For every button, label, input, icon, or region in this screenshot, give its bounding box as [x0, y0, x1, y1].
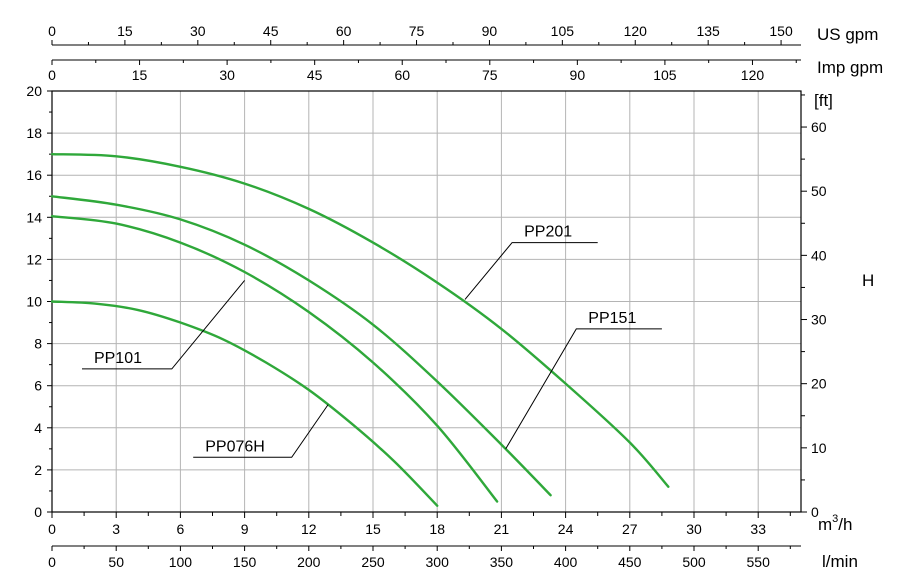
x-usgpm-tick-label: 105 — [551, 23, 575, 39]
curves-layer — [50, 153, 670, 507]
x-usgpm-tick-label: 15 — [117, 23, 133, 39]
x-lmin-tick-label: 100 — [169, 554, 193, 570]
y-right-tick-label: 20 — [811, 376, 827, 392]
x-usgpm-tick-label: 0 — [48, 23, 56, 39]
x-usgpm-tick-label: 90 — [482, 23, 498, 39]
callout-leader-pp076h — [193, 404, 329, 458]
x-m3h-tick-label: 0 — [48, 521, 56, 537]
x-impgpm-tick-label: 120 — [741, 67, 765, 83]
x-lmin-tick-label: 350 — [490, 554, 514, 570]
x-m3h-tick-label: 12 — [301, 521, 317, 537]
series-line-pp076h — [50, 300, 439, 507]
x-lmin-tick-label: 400 — [554, 554, 578, 570]
x-usgpm-tick-label: 30 — [190, 23, 206, 39]
x-impgpm-tick-label: 75 — [482, 67, 498, 83]
feet-unit-label: [ft] — [814, 91, 833, 110]
series-label-pp201: PP201 — [524, 224, 572, 241]
x-m3h-tick-label: 3 — [112, 521, 120, 537]
x-usgpm-tick-label: 60 — [336, 23, 352, 39]
x-impgpm-tick-label: 30 — [219, 67, 235, 83]
head-axis-title: H — [862, 271, 874, 290]
series-label-pp101: PP101 — [94, 350, 142, 367]
y-left-tick-label: 20 — [26, 83, 42, 99]
m3h-unit-tail: /h — [838, 515, 852, 534]
x-lmin-tick-label: 550 — [747, 554, 771, 570]
m3h-unit-base: m — [818, 515, 832, 534]
x-usgpm-tick-label: 150 — [769, 23, 793, 39]
y-left-tick-label: 16 — [26, 167, 42, 183]
x-m3h-tick-label: 15 — [365, 521, 381, 537]
x-lmin-tick-label: 50 — [108, 554, 124, 570]
y-left-tick-label: 12 — [26, 251, 42, 267]
m3h-unit-label: m3/h — [818, 513, 852, 534]
x-lmin-tick-label: 0 — [48, 554, 56, 570]
x-lmin-tick-label: 300 — [426, 554, 450, 570]
x-impgpm-tick-label: 90 — [570, 67, 586, 83]
series-line-pp201 — [50, 153, 670, 488]
us-gpm-unit-label: US gpm — [817, 25, 878, 44]
y-left-tick-label: 18 — [26, 125, 42, 141]
y-right-tick-label: 50 — [811, 183, 827, 199]
imp-gpm-unit-label: Imp gpm — [817, 58, 883, 77]
x-usgpm-tick-label: 135 — [696, 23, 720, 39]
x-m3h-tick-label: 6 — [177, 521, 185, 537]
x-m3h-tick-label: 9 — [241, 521, 249, 537]
y-right-tick-label: 60 — [811, 119, 827, 135]
grid-layer — [52, 91, 801, 512]
x-usgpm-tick-label: 75 — [409, 23, 425, 39]
lmin-unit-label: l/min — [822, 552, 858, 571]
y-left-tick-label: 14 — [26, 209, 42, 225]
x-impgpm-tick-label: 15 — [132, 67, 148, 83]
x-usgpm-tick-label: 45 — [263, 23, 279, 39]
x-lmin-tick-label: 450 — [618, 554, 642, 570]
callout-leader-pp201 — [464, 242, 598, 300]
y-left-tick-label: 2 — [34, 462, 42, 478]
callout-leader-pp101 — [82, 280, 245, 370]
y-right-tick-label: 10 — [811, 440, 827, 456]
y-right-tick-label: 40 — [811, 247, 827, 263]
y-left-tick-label: 4 — [34, 420, 42, 436]
y-left-tick-label: 6 — [34, 378, 42, 394]
y-right-tick-label: 0 — [811, 504, 819, 520]
x-m3h-tick-label: 33 — [750, 521, 766, 537]
x-impgpm-tick-label: 45 — [307, 67, 323, 83]
series-label-pp151: PP151 — [588, 310, 636, 327]
x-m3h-tick-label: 30 — [686, 521, 702, 537]
x-m3h-tick-label: 18 — [429, 521, 445, 537]
y-left-tick-label: 0 — [34, 504, 42, 520]
series-line-pp101 — [50, 215, 499, 503]
y-right-tick-label: 30 — [811, 312, 827, 328]
x-m3h-tick-label: 27 — [622, 521, 638, 537]
x-lmin-tick-label: 500 — [682, 554, 706, 570]
y-left-tick-label: 10 — [26, 294, 42, 310]
m3h-unit-exponent: 3 — [832, 513, 838, 525]
callout-leader-pp151 — [505, 328, 662, 450]
series-line-pp151 — [50, 195, 552, 497]
x-lmin-tick-label: 150 — [233, 554, 257, 570]
x-impgpm-tick-label: 60 — [394, 67, 410, 83]
x-m3h-tick-label: 21 — [494, 521, 510, 537]
x-usgpm-tick-label: 120 — [624, 23, 648, 39]
x-impgpm-tick-label: 0 — [48, 67, 56, 83]
x-impgpm-tick-label: 105 — [653, 67, 677, 83]
x-lmin-tick-label: 200 — [297, 554, 321, 570]
x-lmin-tick-label: 250 — [361, 554, 385, 570]
labels-layer: PP201 PP151 PP101 PP076H — [82, 224, 662, 458]
x-m3h-tick-label: 24 — [558, 521, 574, 537]
y-left-tick-label: 8 — [34, 336, 42, 352]
series-label-pp076h: PP076H — [205, 438, 265, 455]
